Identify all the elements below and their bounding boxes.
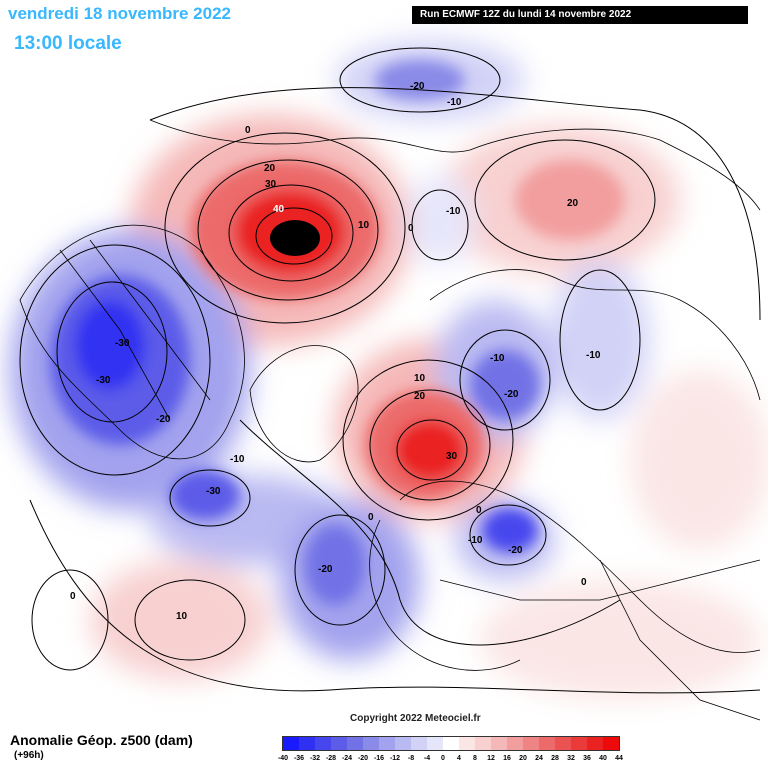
label-zero-europe: 0 [476,505,482,516]
scale-swatch [603,737,619,750]
label-high-siberia: 20 [567,198,579,209]
scale-swatch [523,737,539,750]
scale-swatch [283,737,299,750]
coastlines [19,119,761,721]
label-low-siberia-a: -10 [490,353,505,364]
scale-tick-label: 40 [599,755,607,762]
label-low-canada-a: -30 [115,338,130,349]
lead-time: (+96h) [14,750,44,761]
label-low-atlantic: -20 [318,564,333,575]
label-zero-atl: 0 [70,591,76,602]
label-low-canada-b: -30 [96,375,111,386]
scale-swatch [443,737,459,750]
product-title: Anomalie Géop. z500 (dam) [10,732,193,748]
label-high-scand-30: 30 [446,451,458,462]
max-core [270,220,320,256]
label-low-siberia-b: -20 [504,389,519,400]
scale-swatch [491,737,507,750]
label-low-europe-a: -10 [468,535,483,546]
label-c30-a: 30 [265,179,277,190]
scale-swatch [555,737,571,750]
scale-tick-label: 16 [503,755,511,762]
contour-labels: 40 20 30 10 0 0 -20 -10 -10 20 -30 -30 -… [70,81,601,622]
scale-swatch [587,737,603,750]
label-high-pac-sw: 10 [176,611,188,622]
scale-tick-label: 28 [551,755,559,762]
label-c20-a: 20 [264,163,276,174]
label-max-40: 40 [273,204,285,215]
scale-tick-label: -40 [277,755,289,762]
label-low-pacific-10: -10 [447,97,462,108]
label-low-pacific: -20 [410,81,425,92]
scale-tick-label: -36 [293,755,305,762]
scale-tick-label: -20 [357,755,369,762]
scale-swatch [331,737,347,750]
color-scale-ticks: -40 -36 -32 -28 -24 -20 -16 -12 -8 -4 0 4 8 12 16 20 24 2… [278,755,623,767]
label-low-canada-20: -20 [156,414,171,425]
scale-tick-label: 24 [535,755,543,762]
scale-swatch [347,737,363,750]
label-low-labrador: -30 [206,486,221,497]
scale-swatch [459,737,475,750]
scale-tick-label: 44 [615,755,623,762]
scale-tick-label: -4 [423,755,431,762]
scale-swatch [475,737,491,750]
scale-tick-label: 12 [487,755,495,762]
scale-tick-label: 4 [457,755,461,762]
label-low-siberia-c: -10 [586,350,601,361]
scale-swatch [571,737,587,750]
label-zero-mid: 0 [368,512,374,523]
scale-tick-label: 36 [583,755,591,762]
scale-tick-label: -8 [407,755,415,762]
scale-swatch [299,737,315,750]
label-zero-top: 0 [245,125,251,136]
scale-swatch [539,737,555,750]
scale-tick-label: 0 [441,755,445,762]
contours [19,47,761,694]
color-scale [282,736,620,751]
scale-tick-label: 20 [519,755,527,762]
label-high-scand-20: 20 [414,391,426,402]
scale-swatch [411,737,427,750]
scale-swatch [427,737,443,750]
scale-tick-label: 32 [567,755,575,762]
label-high-scand-10: 10 [414,373,426,384]
valid-date: vendredi 18 novembre 2022 [8,4,232,23]
scale-tick-label: -28 [325,755,337,762]
scale-swatch [363,737,379,750]
label-zero-asia: 0 [581,577,587,588]
scale-tick-label: -24 [341,755,353,762]
scale-swatch [507,737,523,750]
scale-swatch [395,737,411,750]
local-time: 13:00 locale [14,33,122,54]
scale-tick-label: -32 [309,755,321,762]
scale-tick-label: -16 [373,755,385,762]
scale-tick-label: 8 [473,755,477,762]
run-info: Run ECMWF 12Z du lundi 14 novembre 2022 [412,6,748,24]
copyright: Copyright 2022 Meteociel.fr [350,713,481,724]
label-low-europe-b: -20 [508,545,523,556]
label-low-hudson: -10 [230,454,245,465]
label-zero-b: 0 [408,223,414,234]
scale-swatch [315,737,331,750]
scale-swatch [379,737,395,750]
anomaly-cores [50,60,625,605]
label-c10-a: 10 [358,220,370,231]
label-low-bering: -10 [446,206,461,217]
scale-tick-label: -12 [389,755,401,762]
